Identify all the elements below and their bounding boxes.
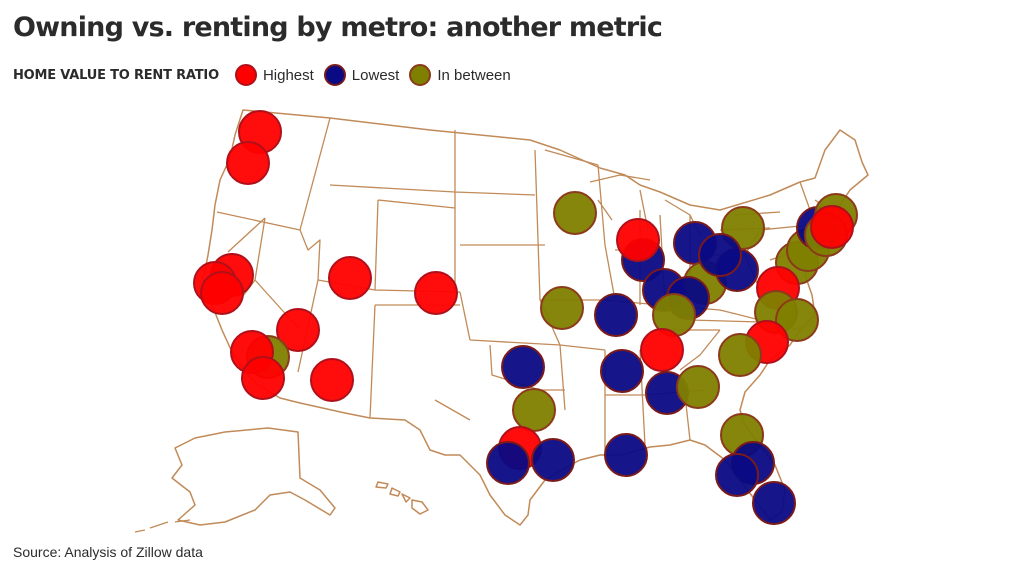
- metro-marker-pittsburgh: [698, 233, 742, 277]
- metro-marker-new-york: [810, 205, 854, 249]
- legend-item-lowest: Lowest: [323, 64, 400, 86]
- metro-marker-charlotte: [718, 333, 762, 377]
- metro-marker-salt-lake-city: [328, 256, 372, 300]
- metro-marker-nashville: [640, 328, 684, 372]
- metro-marker-memphis: [600, 349, 644, 393]
- hawaii-outline: [375, 481, 429, 515]
- legend-item-highest: Highest: [234, 64, 314, 86]
- legend-title: HOME VALUE TO RENT RATIO: [13, 67, 219, 83]
- alaska-islands: [134, 519, 191, 533]
- metro-marker-las-vegas: [276, 308, 320, 352]
- legend: HOME VALUE TO RENT RATIO Highest Lowest …: [13, 62, 521, 88]
- legend-label-highest: Highest: [262, 66, 314, 84]
- metro-marker-minneapolis: [553, 191, 597, 235]
- metro-marker-atlanta: [676, 365, 720, 409]
- legend-label-lowest: Lowest: [351, 66, 400, 84]
- source-note: Source: Analysis of Zillow data: [13, 544, 203, 560]
- legend-swatch-lowest: [323, 64, 346, 86]
- metro-marker-new-orleans: [604, 433, 648, 477]
- metro-marker-milwaukee: [616, 218, 660, 262]
- metro-marker-oklahoma-city: [501, 345, 545, 389]
- us-map: [134, 109, 869, 533]
- metro-marker-denver: [414, 271, 458, 315]
- metro-marker-dallas: [486, 441, 530, 485]
- metro-marker-san-jose: [200, 271, 244, 315]
- metro-marker-tampa: [715, 453, 759, 497]
- metro-marker-houston: [531, 438, 575, 482]
- metro-marker-phoenix: [310, 358, 354, 402]
- metro-marker-kansas-city: [540, 286, 584, 330]
- alaska-outline: [171, 427, 336, 526]
- metro-marker-san-diego: [241, 356, 285, 400]
- metro-marker-portland: [226, 141, 270, 185]
- legend-swatch-highest: [234, 64, 257, 86]
- chart-title: Owning vs. renting by metro: another met…: [13, 12, 663, 43]
- metro-marker-miami: [752, 481, 796, 525]
- metro-marker-st-louis: [594, 293, 638, 337]
- legend-swatch-in-between: [409, 64, 432, 86]
- great-lakes: [589, 174, 781, 236]
- metro-marker-austin: [512, 388, 556, 432]
- metro-layer: [193, 110, 858, 525]
- legend-label-in-between: In between: [437, 66, 511, 84]
- metro-marker-virginia-beach: [775, 298, 819, 342]
- legend-item-in-between: In between: [409, 64, 511, 86]
